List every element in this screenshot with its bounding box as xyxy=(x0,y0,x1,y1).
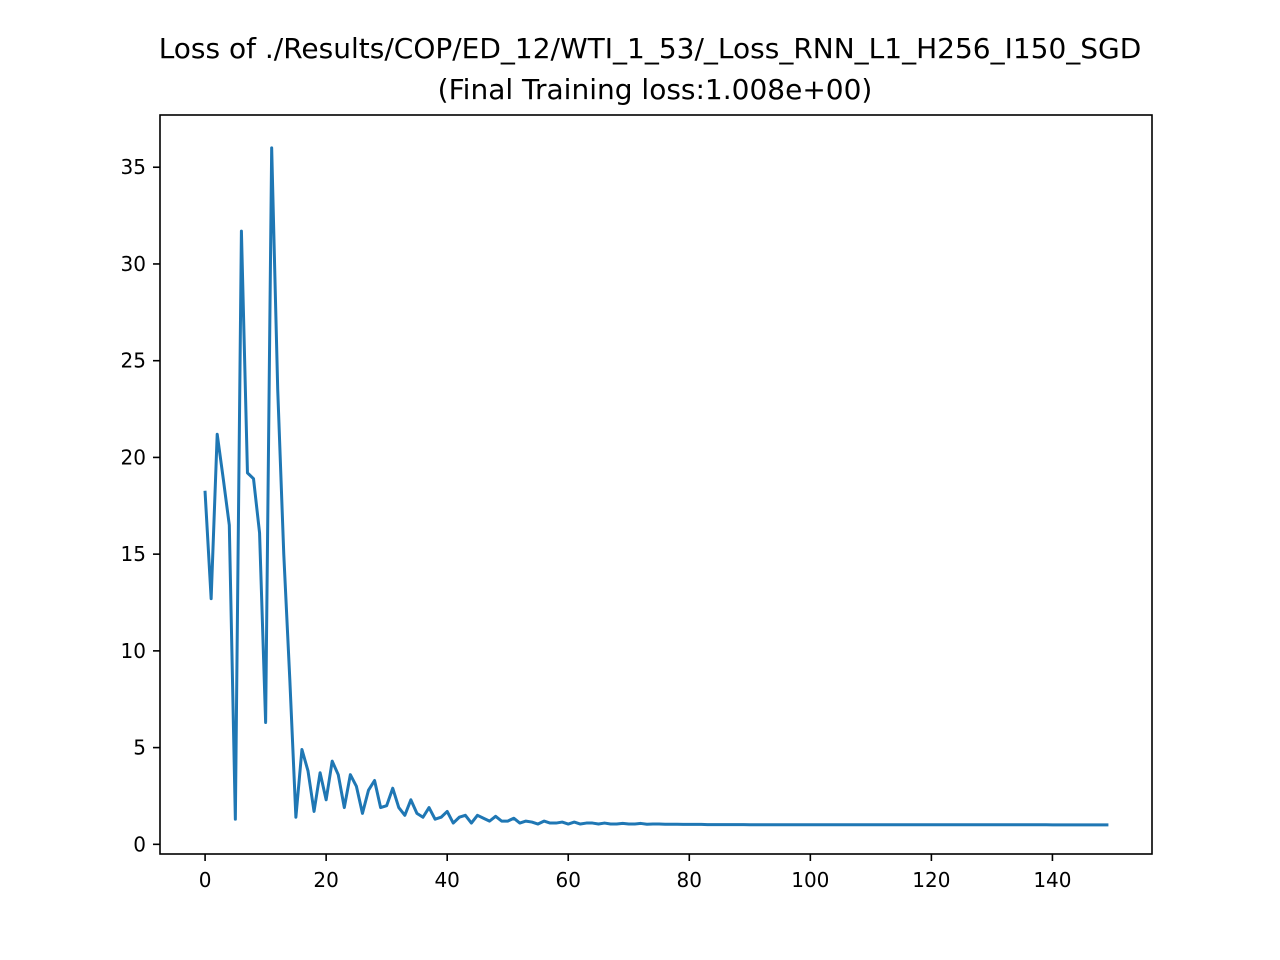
x-tick-label: 60 xyxy=(556,868,581,892)
y-tick-label: 0 xyxy=(133,832,146,856)
x-tick-label: 20 xyxy=(313,868,338,892)
x-tick-label: 140 xyxy=(1033,868,1071,892)
y-axis: 0 5 10 15 20 25 30 35 xyxy=(121,155,160,856)
x-tick-label: 80 xyxy=(677,868,702,892)
y-tick-label: 5 xyxy=(133,736,146,760)
chart-subtitle: (Final Training loss:1.008e+00) xyxy=(438,73,873,106)
x-axis: 0 20 40 60 80 100 120 140 xyxy=(199,854,1072,892)
y-tick-label: 25 xyxy=(121,349,146,373)
series-line-training-loss xyxy=(203,146,1109,827)
x-tick-label: 120 xyxy=(912,868,950,892)
y-tick-label: 10 xyxy=(121,639,146,663)
x-tick-label: 40 xyxy=(434,868,459,892)
x-tick-label: 0 xyxy=(199,868,212,892)
y-tick-label: 15 xyxy=(121,542,146,566)
chart-title: Loss of ./Results/COP/ED_12/WTI_1_53/_Lo… xyxy=(159,32,1142,65)
y-tick-label: 35 xyxy=(121,155,146,179)
y-tick-label: 20 xyxy=(121,445,146,469)
y-tick-label: 30 xyxy=(121,252,146,276)
x-tick-label: 100 xyxy=(791,868,829,892)
plot-frame xyxy=(159,114,1153,855)
